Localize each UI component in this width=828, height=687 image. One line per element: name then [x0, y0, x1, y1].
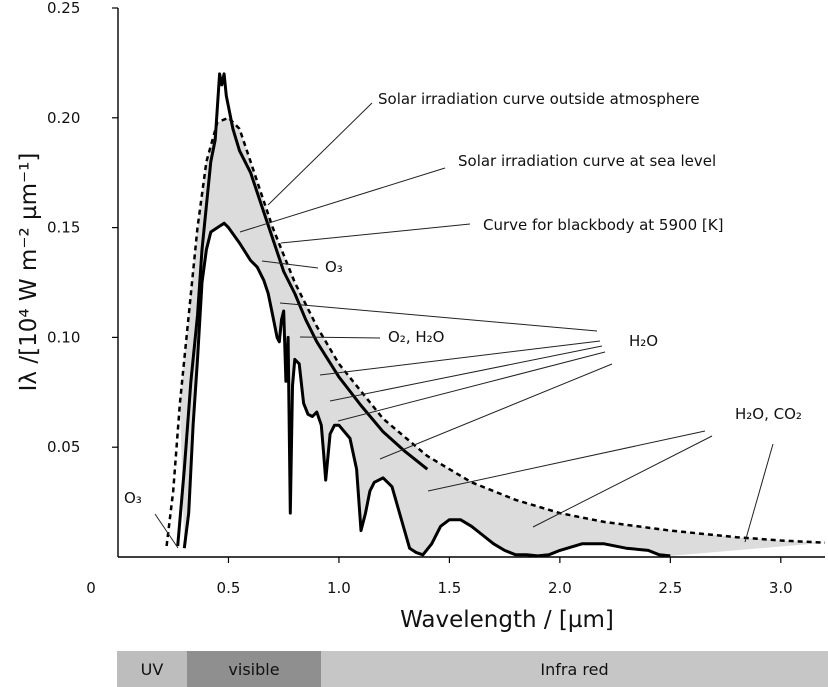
y-tick-label: 0.15 — [47, 219, 80, 237]
y-tick-label: 0.25 — [47, 0, 80, 17]
uv-band: UV — [117, 651, 187, 687]
x-tick-label: 0.5 — [217, 579, 241, 597]
annotation-leader-line — [379, 363, 613, 460]
visible-band-label: visible — [228, 660, 280, 679]
annotation-blackbody: Curve for blackbody at 5900 [K] — [483, 216, 723, 234]
annotation-leader-line — [267, 102, 373, 206]
uv-band-label: UV — [140, 660, 164, 679]
annotation-leader-line — [239, 167, 446, 233]
annotation-leader-line — [299, 336, 381, 339]
curve-layer — [165, 72, 826, 558]
annotation-o2-h2o: O₂, H₂O — [388, 328, 444, 346]
annotation-leader-line — [261, 260, 319, 269]
x-tick-label: 2.5 — [658, 579, 682, 597]
infrared-band: Infra red — [321, 651, 828, 687]
annotation-o3-bottom: O₃ — [124, 489, 142, 507]
annotation-h2o-co2: H₂O, CO₂ — [735, 405, 802, 423]
annotation-o3-top: O₃ — [325, 258, 343, 276]
x-tick-label: 1.0 — [327, 579, 351, 597]
visible-band: visible — [187, 651, 321, 687]
y-tick-label: 0.05 — [47, 438, 80, 456]
infrared-band-label: Infra red — [540, 660, 609, 679]
annotation-sea-level: Solar irradiation curve at sea level — [458, 152, 716, 170]
x-tick-label: 2.0 — [548, 579, 572, 597]
leader-line-layer — [154, 102, 774, 549]
blackbody-curve — [165, 116, 826, 547]
sea-level-curve — [182, 221, 671, 558]
annotation-leader-line — [427, 430, 706, 492]
annotation-leader-line — [280, 223, 471, 244]
annotation-leader-line — [279, 302, 598, 332]
annotation-leader-line — [337, 351, 606, 422]
x-axis-label: Wavelength / [µm] — [400, 607, 614, 633]
x-tick-label: 3.0 — [769, 579, 793, 597]
annotation-leader-line — [329, 345, 603, 402]
axis-layer — [117, 8, 825, 558]
y-tick-label: 0.20 — [47, 109, 80, 127]
tick-layer: 0.05 0.10 0.15 0.20 0.25 0 0.5 1.0 1.5 2.0 2.5 3.0 — [47, 0, 793, 597]
y-tick-label: 0.10 — [47, 328, 80, 346]
annotation-h2o: H₂O — [629, 332, 658, 350]
outside-atmosphere-curve — [176, 72, 429, 547]
x-tick-label: 1.5 — [437, 579, 461, 597]
annotation-outside-atmosphere: Solar irradiation curve outside atmosphe… — [378, 90, 700, 108]
annotation-leader-line — [319, 340, 601, 376]
annotation-leader-line — [744, 443, 774, 543]
y-axis-label: Iλ /[10⁴ W m⁻² µm⁻¹] — [16, 153, 42, 392]
annotation-leader-line — [154, 513, 179, 549]
annotation-leader-line — [532, 435, 713, 528]
x-tick-label: 0 — [86, 579, 96, 597]
